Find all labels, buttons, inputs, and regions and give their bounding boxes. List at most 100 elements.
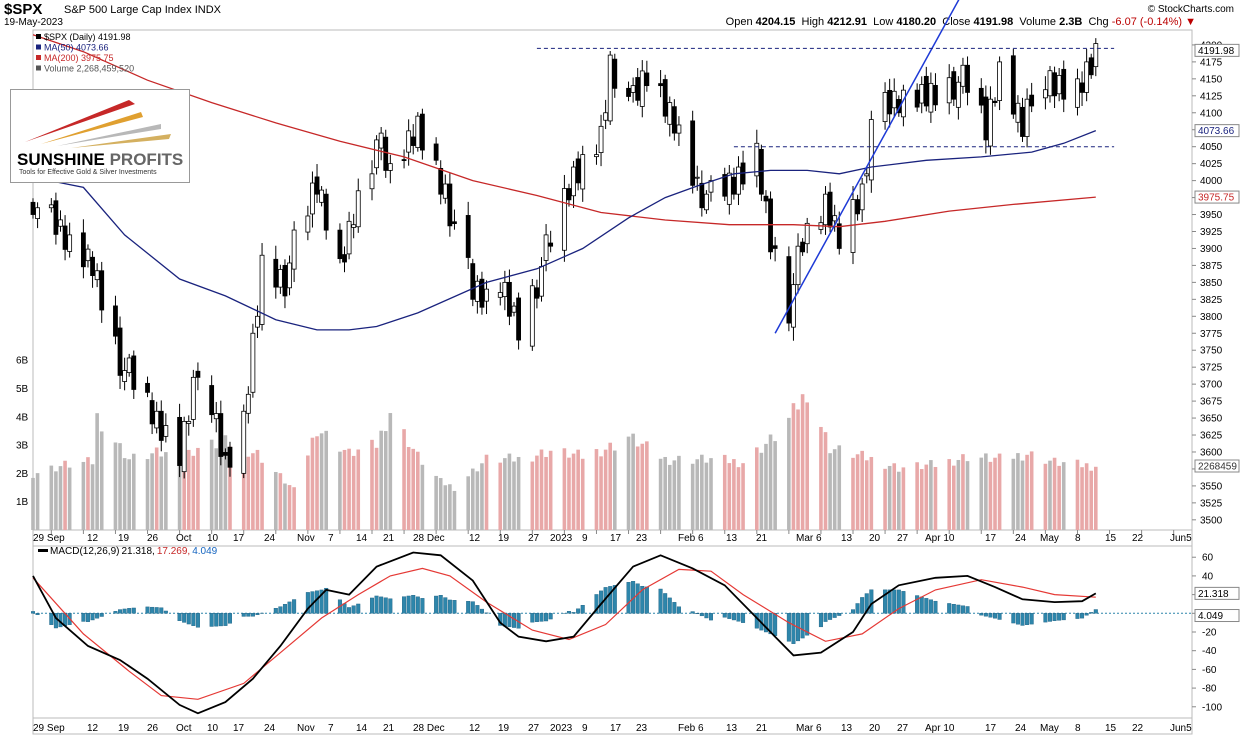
candle-body — [177, 416, 182, 466]
macd-histogram-bar — [722, 613, 727, 618]
candle-body — [342, 254, 347, 263]
volume-bar — [901, 467, 906, 530]
macd-histogram-bar — [127, 608, 132, 614]
date-label: 19 — [118, 533, 130, 544]
high-label: High — [801, 16, 825, 28]
macd-histogram-bar — [255, 613, 260, 615]
macd-histogram-bar — [534, 613, 539, 622]
candle-body — [122, 370, 128, 382]
price-tick-label: 3800 — [1200, 312, 1223, 323]
logo-brand-b: PROFITS — [109, 150, 184, 169]
macd-histogram-bar — [447, 599, 452, 614]
volume-bar — [887, 465, 892, 530]
candle-body — [919, 84, 925, 104]
volume-bar — [315, 436, 319, 530]
volume-bar — [255, 449, 260, 530]
macd-histogram-bar — [1052, 613, 1057, 621]
candle-body — [928, 82, 934, 113]
volume-bar — [929, 460, 933, 530]
volume-bar — [443, 485, 448, 530]
volume-bar — [306, 455, 310, 530]
macd-histogram-bar — [997, 613, 1002, 620]
date-label-bottom: 27 — [897, 723, 909, 734]
symbol: $SPX — [4, 1, 43, 18]
macd-histogram-bar — [544, 613, 549, 622]
macd-histogram-bar — [383, 597, 388, 614]
candle-body — [566, 188, 572, 201]
volume-bar — [246, 456, 251, 530]
macd-histogram-bar — [379, 596, 384, 614]
candle-body — [630, 85, 636, 93]
date-label: 17 — [610, 533, 622, 544]
volume-bar — [251, 453, 255, 530]
volume-bar — [283, 483, 287, 530]
volume-bar — [956, 459, 961, 530]
volume-bar — [635, 446, 640, 530]
volume-bar — [507, 453, 512, 530]
candle-body — [1061, 68, 1067, 100]
macd-histogram-bar — [1047, 613, 1052, 622]
macd-histogram-bar — [90, 613, 95, 621]
volume-bar — [1089, 470, 1094, 530]
date-label: Feb 6 — [678, 533, 704, 544]
macd-histogram-bar — [163, 610, 168, 614]
candle-body — [607, 54, 613, 122]
price-tick-label: 3825 — [1200, 295, 1223, 306]
candle-body — [983, 96, 989, 141]
macd-histogram-bar — [823, 613, 828, 622]
logo-brand-a: SUNSHINE — [17, 150, 105, 169]
macd-histogram-bar — [576, 608, 581, 614]
candle-body — [287, 262, 292, 289]
date-label-bottom: Nov — [297, 723, 315, 734]
macd-histogram-bar — [420, 598, 425, 614]
candle-body — [933, 85, 938, 106]
candle-body — [992, 100, 998, 103]
date-label: May — [1040, 533, 1059, 544]
macd-histogram-bar — [993, 613, 998, 619]
ma200-label-box — [1194, 190, 1240, 204]
macd-value-label-box — [1194, 586, 1240, 600]
candle-body — [186, 421, 192, 424]
candle-body — [337, 229, 343, 260]
macd-hist-label-box — [1194, 609, 1240, 623]
macd-histogram-bar — [227, 613, 232, 624]
volume-bar — [319, 433, 324, 530]
volume-bar — [209, 439, 214, 530]
price-legend-item: MA(50) 4073.66 — [44, 43, 109, 53]
macd-legend-item: MACD(12,26,9) — [50, 546, 119, 557]
candle-body — [507, 281, 512, 317]
candle-body — [635, 77, 641, 101]
candle-body — [291, 229, 297, 270]
volume-bar — [951, 465, 956, 530]
price-tick-label: 3900 — [1200, 244, 1223, 255]
price-tick-label: 3950 — [1200, 210, 1223, 221]
volume-bar — [599, 456, 603, 530]
volume-bar — [182, 457, 186, 530]
volume-bar — [434, 475, 438, 530]
volume-bar — [480, 463, 484, 530]
macd-histogram-bar — [81, 613, 86, 622]
volume-bar — [979, 457, 984, 530]
volume-bar — [99, 431, 104, 530]
trend-line — [774, 0, 960, 334]
candle-body — [626, 87, 631, 97]
candle-body — [218, 413, 224, 457]
date-label: 17 — [233, 533, 245, 544]
volume-bar — [402, 429, 406, 530]
macd-histogram-bar — [452, 600, 457, 614]
candle-body — [827, 191, 833, 228]
volume-bar — [988, 461, 993, 530]
candle-body — [690, 120, 696, 186]
volume-bar — [819, 426, 823, 530]
candle-body — [310, 182, 315, 215]
date-label-bottom: 17 — [610, 723, 622, 734]
macd-histogram-bar — [241, 613, 246, 617]
volume-bar — [997, 453, 1002, 530]
candle-body — [598, 125, 604, 153]
candle-body — [1088, 57, 1094, 76]
macd-histogram-bar — [154, 607, 159, 614]
volume-bar — [732, 459, 736, 530]
candle-body — [259, 254, 265, 325]
date-label-bottom: 22 — [1132, 723, 1144, 734]
date-label-bottom: 17 — [985, 723, 997, 734]
